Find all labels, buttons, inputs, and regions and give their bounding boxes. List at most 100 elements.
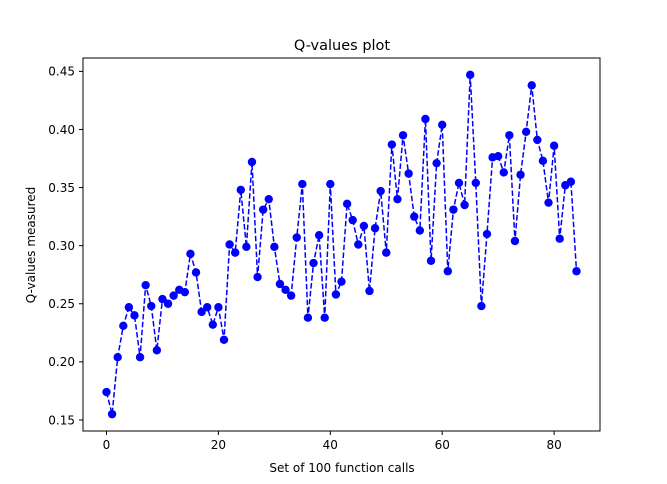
data-point [119,321,128,331]
data-point [107,409,117,419]
data-point [286,291,296,300]
y-tick-label: 0.40 [48,123,75,137]
data-point [326,179,335,189]
data-point [230,248,240,257]
data-point [236,185,245,195]
data-point [214,303,223,312]
data-point [141,280,150,290]
data-point [365,286,374,296]
data-point [499,168,508,177]
data-point [270,242,279,252]
data-point [426,256,436,265]
data-point [320,313,329,322]
data-point [471,178,480,188]
data-point [169,291,178,300]
data-point [102,387,111,397]
data-point [348,215,357,225]
data-point [124,303,134,312]
data-point [219,335,229,344]
axes: 0 20 40 60 80 0.15 0.20 0.25 0.30 0.35 0.40 0.45 [48,57,601,452]
data-point [555,234,564,243]
y-tick-label: 0.20 [48,355,75,369]
data-point [533,135,542,145]
data-point [449,205,458,214]
data-point [354,240,363,249]
data-point [186,249,195,258]
data-point [135,353,145,362]
data-point [454,178,464,188]
data-point [314,231,324,240]
data-point [275,279,285,289]
data-point [521,127,531,136]
data-point [359,221,369,231]
data-point [281,285,290,295]
data-point [370,224,380,233]
data-point [398,131,408,140]
data-point [197,307,206,317]
x-tick-label: 60 [435,438,450,452]
data-point [538,156,548,166]
data-point [527,81,536,90]
data-point [331,290,341,299]
data-point [410,212,419,221]
y-tick-label: 0.15 [48,413,75,427]
chart-title: Q-values plot [294,38,391,54]
data-point [387,140,397,149]
data-point [152,346,162,355]
data-point [191,268,201,277]
data-point [203,303,212,312]
data-point [376,186,385,196]
data-point [393,194,402,204]
data-point [298,179,307,189]
data-point [477,301,486,311]
y-axis-title: Q-values measured [24,187,38,304]
data-point [544,198,553,207]
data-point [572,267,581,276]
x-tick-label: 40 [323,438,338,452]
data-point [404,169,413,178]
data-point [247,157,257,167]
data-point [303,313,313,322]
data-point [158,294,167,304]
data-point [421,114,430,124]
data-point [505,131,514,140]
plot-area [102,70,581,419]
x-tick-label: 0 [103,438,111,452]
y-tick-label: 0.25 [48,297,75,311]
data-point [549,141,559,150]
data-point [438,120,447,130]
data-point [225,240,234,249]
data-point [415,226,425,235]
data-point [337,277,346,286]
y-tick-label: 0.45 [48,65,75,79]
data-point [242,242,251,252]
data-point [147,301,156,311]
data-point [432,158,441,168]
data-point [253,272,262,282]
x-axis-title: Set of 100 function calls [269,461,414,475]
data-point [292,233,301,242]
data-point [180,287,190,297]
data-point [460,200,469,210]
data-point [208,320,218,329]
data-point [465,70,475,80]
data-point [482,229,492,239]
x-tick-label: 20 [211,438,226,452]
data-point [566,177,576,186]
y-tick-label: 0.30 [48,239,75,253]
data-point [130,311,139,320]
data-point [510,236,520,246]
data-point [493,151,503,161]
axes-frame [82,57,601,432]
data-point [163,299,173,308]
y-tick-label: 0.35 [48,181,75,195]
x-tick-label: 80 [546,438,561,452]
data-point [516,170,525,179]
data-point [264,194,273,204]
data-point [382,248,391,257]
data-point [309,258,318,268]
data-point [113,353,122,362]
data-point [258,205,268,214]
data-point [443,267,453,276]
